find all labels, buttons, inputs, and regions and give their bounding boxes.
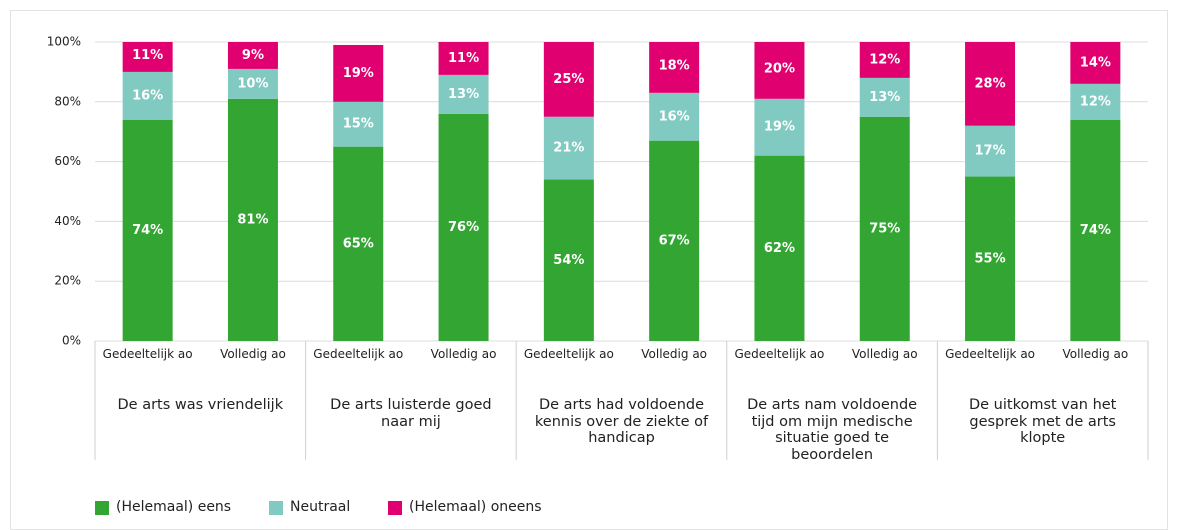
bar-segment: [543, 179, 594, 341]
legend-label: Neutraal: [290, 499, 351, 515]
bar-segment: [333, 44, 384, 102]
value-label: 12%: [1080, 94, 1111, 109]
value-label: 16%: [132, 88, 163, 103]
value-label: 9%: [242, 48, 264, 63]
bar-segment: [438, 42, 489, 75]
bar-segment: [649, 140, 700, 341]
x-tick-label: Volledig ao: [430, 347, 497, 361]
x-tick-label: Gedeeltelijk ao: [734, 347, 825, 361]
legend-label: (Helemaal) eens: [116, 499, 232, 515]
bar-segment: [965, 125, 1016, 177]
bar-segment: [859, 116, 910, 341]
y-tick-label: 60%: [54, 154, 81, 168]
x-tick-label: Gedeeltelijk ao: [313, 347, 404, 361]
bar-segment: [859, 77, 910, 117]
value-label: 81%: [237, 212, 268, 227]
value-label: 12%: [869, 52, 900, 67]
value-label: 76%: [448, 220, 479, 235]
y-tick-label: 0%: [62, 334, 81, 348]
bar-segment: [649, 92, 700, 141]
bar-segment: [122, 42, 173, 72]
value-label: 65%: [343, 236, 374, 251]
bar-segment: [438, 74, 489, 114]
bar-segment: [1070, 119, 1121, 341]
value-label: 13%: [869, 90, 900, 105]
bar-segment: [333, 101, 384, 147]
bar-segment: [122, 119, 173, 341]
value-label: 67%: [659, 233, 690, 248]
value-label: 11%: [448, 51, 479, 66]
bar-segment: [649, 42, 700, 93]
value-label: 14%: [1080, 55, 1111, 70]
plot-area: [122, 42, 1121, 341]
bar-segment: [754, 98, 805, 156]
bar-segment: [1070, 83, 1121, 120]
value-label: 16%: [659, 109, 690, 124]
value-label: 18%: [659, 58, 690, 73]
y-tick-label: 20%: [54, 274, 81, 288]
bar-segment: [543, 42, 594, 117]
legend-swatch: [388, 501, 402, 515]
value-label: 55%: [974, 251, 1005, 266]
value-label: 20%: [764, 61, 795, 76]
bar-segment: [1070, 42, 1121, 84]
bar-segment: [438, 113, 489, 341]
group-label: De arts nam voldoende tijd om mijn medis…: [747, 397, 918, 464]
y-tick-label: 100%: [47, 35, 81, 49]
x-tick-label: Volledig ao: [1062, 347, 1129, 361]
value-label: 13%: [448, 87, 479, 102]
bar-segment: [754, 155, 805, 341]
bar-segment: [333, 146, 384, 341]
value-label: 28%: [974, 76, 1005, 91]
group-label: De uitkomst van het gesprek met de arts …: [968, 397, 1117, 447]
bar-segment: [227, 42, 278, 69]
y-tick-label: 80%: [54, 94, 81, 108]
bar-segment: [965, 42, 1016, 126]
bar-segment: [859, 42, 910, 78]
group-label: De arts luisterde goed naar mij: [330, 397, 492, 430]
value-label: 11%: [132, 48, 163, 63]
x-tick-label: Gedeeltelijk ao: [102, 347, 193, 361]
bar-segment: [543, 116, 594, 180]
bar-segment: [227, 98, 278, 341]
x-tick-label: Gedeeltelijk ao: [523, 347, 614, 361]
group-label: De arts had voldoende kennis over de zie…: [534, 397, 709, 447]
value-label: 21%: [553, 141, 584, 156]
value-label: 75%: [869, 221, 900, 236]
value-label: 74%: [1080, 223, 1111, 238]
value-label: 25%: [553, 72, 584, 87]
bar-segment: [122, 71, 173, 120]
x-tick-label: Volledig ao: [851, 347, 918, 361]
group-label: De arts was vriendelijk: [117, 397, 284, 413]
bar-segment: [227, 68, 278, 99]
x-tick-label: Volledig ao: [641, 347, 708, 361]
value-label: 74%: [132, 223, 163, 238]
value-label: 19%: [343, 66, 374, 81]
value-label: 19%: [764, 120, 795, 135]
legend-label: (Helemaal) oneens: [409, 499, 542, 515]
value-label: 10%: [237, 76, 268, 91]
x-tick-label: Volledig ao: [220, 347, 286, 361]
bar-segment: [754, 42, 805, 99]
bar-segment: [965, 176, 1016, 341]
y-tick-label: 40%: [54, 214, 81, 228]
value-label: 17%: [974, 144, 1005, 159]
value-label: 15%: [343, 117, 374, 132]
value-label: 62%: [764, 241, 795, 256]
x-tick-label: Gedeeltelijk ao: [945, 347, 1036, 361]
legend-swatch: [95, 501, 109, 515]
legend-swatch: [269, 501, 283, 515]
value-label: 54%: [553, 253, 584, 268]
